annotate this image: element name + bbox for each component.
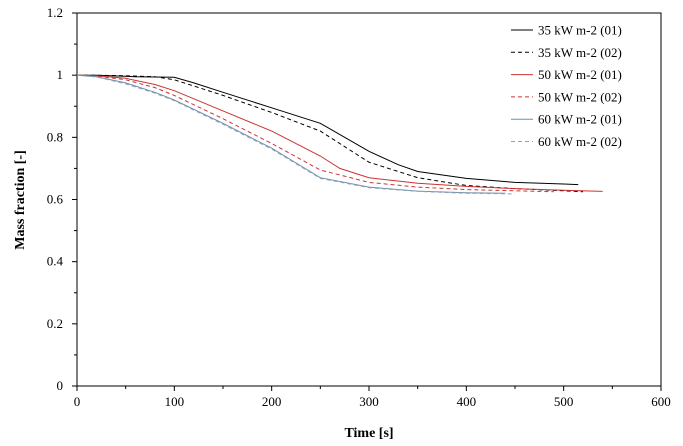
x-tick-label: 200 (262, 394, 282, 409)
series-line-3 (76, 74, 603, 192)
x-tick-label: 300 (359, 394, 379, 409)
y-axis-title: Mass fraction [-] (13, 150, 28, 250)
legend: 35 kW m-2 (01) 35 kW m-2 (02) 50 kW m-2 (0… (511, 23, 622, 149)
x-axis: 0 100 200 300 400 500 600 (74, 386, 671, 409)
x-tick-label: 500 (554, 394, 574, 409)
legend-label-3: 50 kW m-2 (01) (538, 67, 622, 82)
y-tick-label: 0 (57, 378, 64, 393)
x-axis-title: Time [s] (344, 426, 393, 441)
series-line-6 (76, 74, 516, 195)
y-tick-label: 0.6 (47, 192, 64, 207)
y-tick-label: 0.4 (47, 254, 64, 269)
legend-label-1: 35 kW m-2 (01) (538, 23, 622, 38)
y-tick-label: 1.2 (47, 5, 63, 20)
series-layer (76, 74, 603, 195)
x-tick-label: 0 (74, 394, 81, 409)
y-axis: 0 0.2 0.4 0.6 0.8 1 1.2 (47, 5, 77, 393)
legend-label-2: 35 kW m-2 (02) (538, 45, 622, 60)
series-line-5 (76, 74, 506, 194)
legend-label-4: 50 kW m-2 (02) (538, 89, 622, 104)
legend-label-5: 60 kW m-2 (01) (538, 112, 622, 127)
legend-label-6: 60 kW m-2 (02) (538, 134, 622, 149)
x-tick-label: 100 (165, 394, 185, 409)
y-tick-label: 0.2 (47, 316, 63, 331)
x-tick-label: 400 (457, 394, 477, 409)
x-tick-label: 600 (651, 394, 671, 409)
y-tick-label: 0.8 (47, 129, 63, 144)
y-tick-label: 1 (57, 67, 64, 82)
